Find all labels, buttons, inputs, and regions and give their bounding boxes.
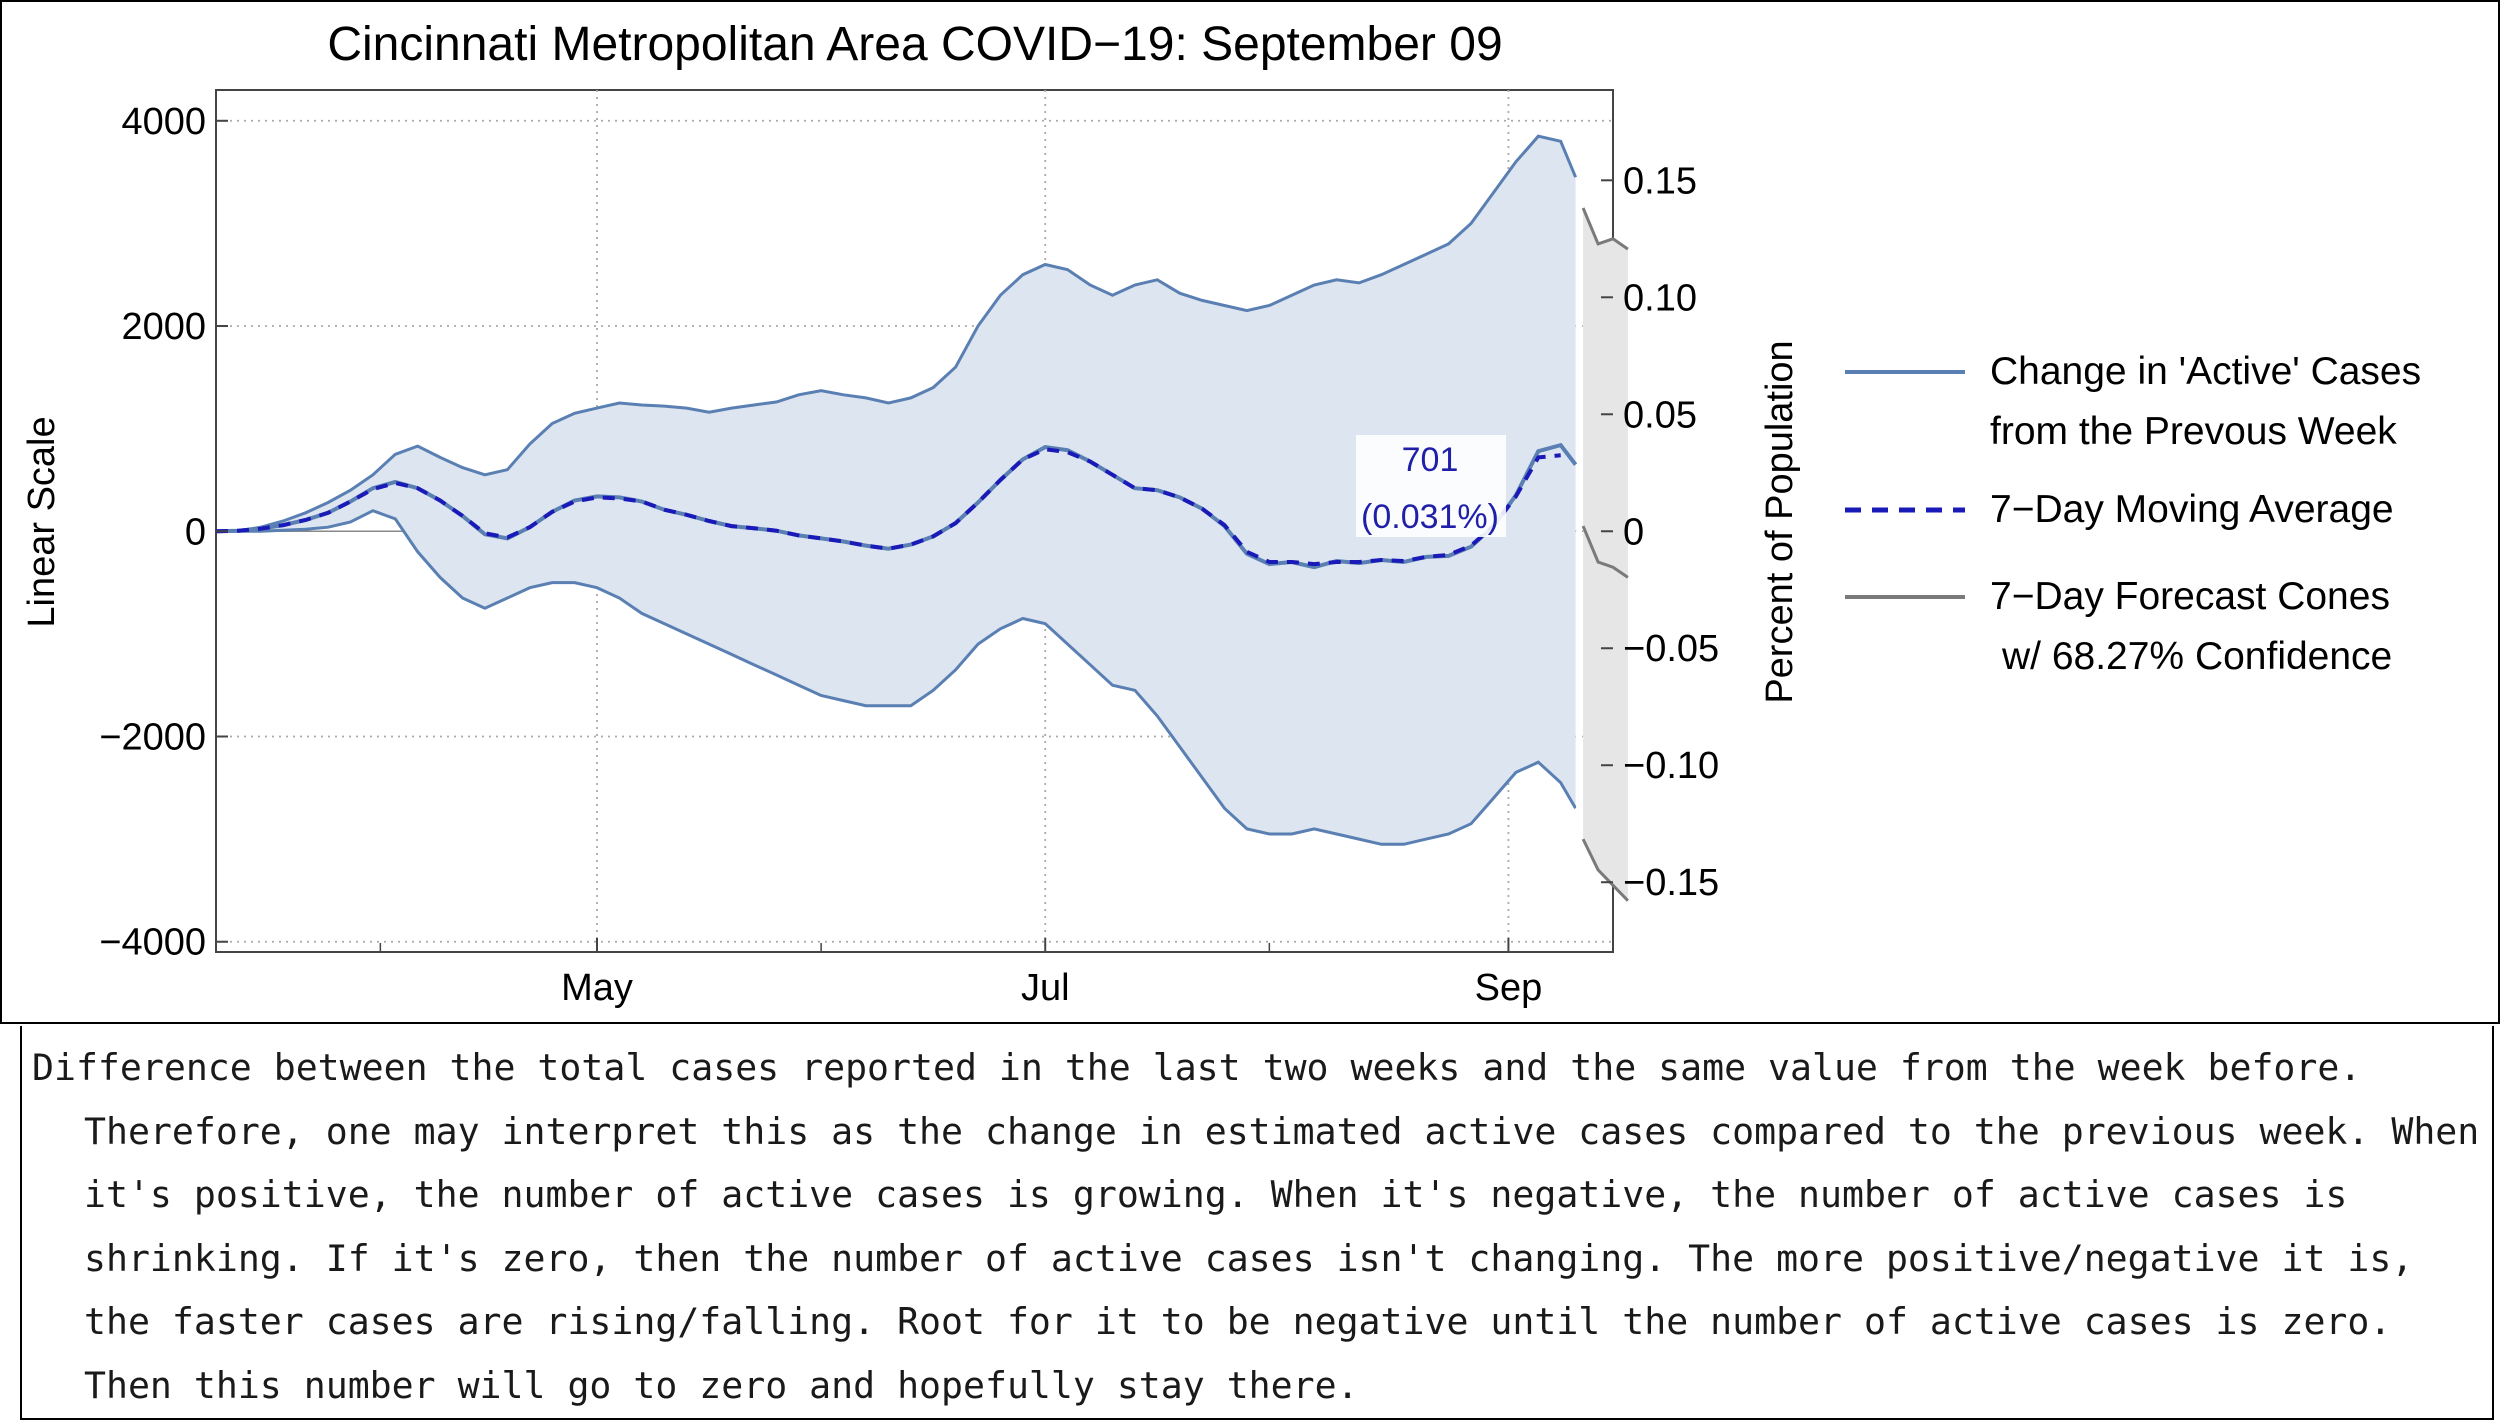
y-left-tick-label: 0 bbox=[185, 511, 206, 553]
y-right-tick-label: 0.15 bbox=[1623, 160, 1697, 202]
y-left-tick-label: 4000 bbox=[121, 101, 206, 143]
x-tick-label: May bbox=[561, 967, 633, 1009]
legend-label-moving-average: 7−Day Moving Average bbox=[1990, 488, 2394, 531]
chart-title: Cincinnati Metropolitan Area COVID−19: S… bbox=[327, 18, 1502, 71]
y-left-tick-label: −2000 bbox=[99, 717, 206, 759]
series-layer bbox=[215, 442, 1578, 570]
confidence-band-fill bbox=[216, 136, 1576, 845]
y-right-tick-label: 0.05 bbox=[1623, 394, 1697, 436]
forecast-cone-layer bbox=[1576, 207, 1629, 902]
chart-frame: Cincinnati Metropolitan Area COVID−19: S… bbox=[0, 0, 2500, 1024]
chart-svg: Cincinnati Metropolitan Area COVID−19: S… bbox=[21, 18, 2421, 1009]
x-tick-label: Sep bbox=[1475, 967, 1543, 1009]
series-moving-average-line bbox=[215, 447, 1561, 567]
forecast-cone-lower-line bbox=[1581, 838, 1629, 902]
band-upper-line bbox=[215, 134, 1577, 533]
y-right-tick-label: −0.10 bbox=[1623, 745, 1719, 787]
tick-layer: 4000 2000 0 −2000 −4000 May Jul Sep 0.15 0.10 0.05… bbox=[99, 101, 1719, 1009]
forecast-cone-upper-line bbox=[1581, 207, 1629, 251]
y-right-tick-label: −0.15 bbox=[1623, 862, 1719, 904]
band-lower-line bbox=[216, 509, 1577, 846]
y-left-tick-label: 2000 bbox=[121, 306, 206, 348]
y-axis-right-title: Percent of Population bbox=[1759, 340, 1801, 703]
y-axis-left-title: Linear Scale bbox=[21, 416, 63, 627]
annotation-box bbox=[1356, 435, 1506, 537]
annotation-value: 701 bbox=[1402, 441, 1459, 479]
y-right-tick-label: 0 bbox=[1623, 511, 1644, 553]
caption-box: Difference between the total cases repor… bbox=[20, 1026, 2494, 1420]
annotation-percent: (0.031%) bbox=[1361, 498, 1499, 536]
y-left-tick-label: −4000 bbox=[99, 922, 206, 964]
annotation: 701 (0.031%) bbox=[1356, 435, 1506, 537]
legend-label-active-cases-2: from the Prevous Week bbox=[1990, 410, 2397, 453]
legend-label-forecast-cones-1: 7−Day Forecast Cones bbox=[1990, 575, 2390, 618]
band-layer bbox=[215, 134, 1577, 846]
y-right-tick-label: −0.05 bbox=[1623, 628, 1719, 670]
caption-text: Difference between the total cases repor… bbox=[32, 1046, 2480, 1407]
forecast-cone-center-line bbox=[1581, 525, 1629, 579]
y-right-tick-label: 0.10 bbox=[1623, 277, 1697, 319]
legend: Change in 'Active' Cases from the Prevou… bbox=[1845, 350, 2421, 678]
forecast-cone-fill bbox=[1583, 208, 1628, 901]
legend-label-active-cases-1: Change in 'Active' Cases bbox=[1990, 350, 2421, 393]
x-tick-label: Jul bbox=[1021, 967, 1070, 1009]
legend-label-forecast-cones-2: w/ 68.27% Confidence bbox=[2001, 635, 2392, 678]
